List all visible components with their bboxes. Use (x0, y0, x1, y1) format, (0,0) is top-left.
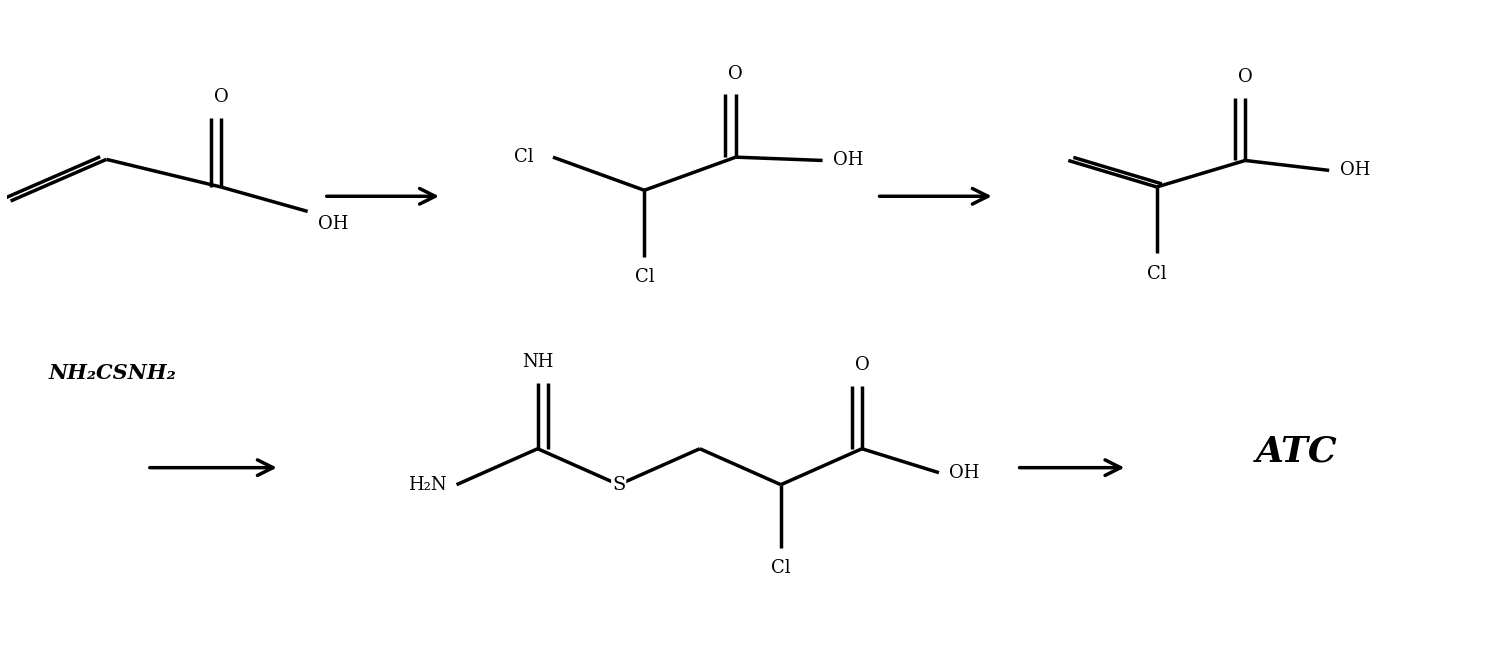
Text: O: O (214, 88, 229, 106)
Text: O: O (854, 357, 869, 374)
Text: O: O (1238, 68, 1253, 86)
Text: Cl: Cl (1147, 264, 1167, 283)
Text: NH₂CSNH₂: NH₂CSNH₂ (48, 363, 176, 383)
Text: O: O (728, 65, 743, 83)
Text: H₂N: H₂N (408, 476, 446, 493)
Text: OH: OH (318, 215, 348, 233)
Text: OH: OH (833, 152, 863, 170)
Text: NH: NH (522, 353, 554, 372)
Text: ATC: ATC (1256, 435, 1338, 469)
Text: Cl: Cl (771, 559, 790, 577)
Text: S: S (612, 476, 625, 493)
Text: OH: OH (1339, 161, 1370, 179)
Text: OH: OH (949, 464, 979, 482)
Text: Cl: Cl (515, 148, 534, 166)
Text: Cl: Cl (634, 268, 655, 286)
